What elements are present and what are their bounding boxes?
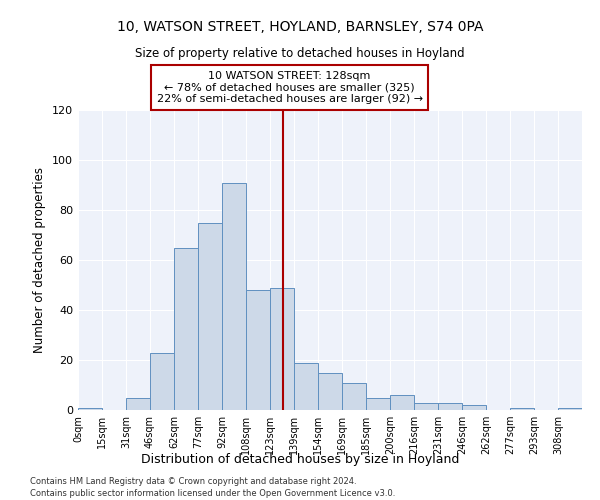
Bar [294, 362, 318, 410]
Bar [78, 408, 102, 410]
Bar [150, 352, 174, 410]
Text: Contains HM Land Registry data © Crown copyright and database right 2024.: Contains HM Land Registry data © Crown c… [30, 478, 356, 486]
Bar [246, 290, 270, 410]
Bar [198, 222, 222, 410]
Bar [462, 405, 486, 410]
Text: Distribution of detached houses by size in Hoyland: Distribution of detached houses by size … [141, 452, 459, 466]
Y-axis label: Number of detached properties: Number of detached properties [34, 167, 46, 353]
Bar [390, 395, 414, 410]
Bar [174, 248, 198, 410]
Bar [222, 182, 246, 410]
Bar [366, 398, 390, 410]
Bar [558, 408, 582, 410]
Bar [510, 408, 534, 410]
Bar [270, 288, 294, 410]
Text: 10 WATSON STREET: 128sqm
← 78% of detached houses are smaller (325)
22% of semi-: 10 WATSON STREET: 128sqm ← 78% of detach… [157, 71, 423, 104]
Text: Contains public sector information licensed under the Open Government Licence v3: Contains public sector information licen… [30, 489, 395, 498]
Text: 10, WATSON STREET, HOYLAND, BARNSLEY, S74 0PA: 10, WATSON STREET, HOYLAND, BARNSLEY, S7… [117, 20, 483, 34]
Bar [126, 398, 150, 410]
Text: Size of property relative to detached houses in Hoyland: Size of property relative to detached ho… [135, 48, 465, 60]
Bar [414, 402, 438, 410]
Bar [438, 402, 462, 410]
Bar [342, 382, 366, 410]
Bar [318, 372, 342, 410]
